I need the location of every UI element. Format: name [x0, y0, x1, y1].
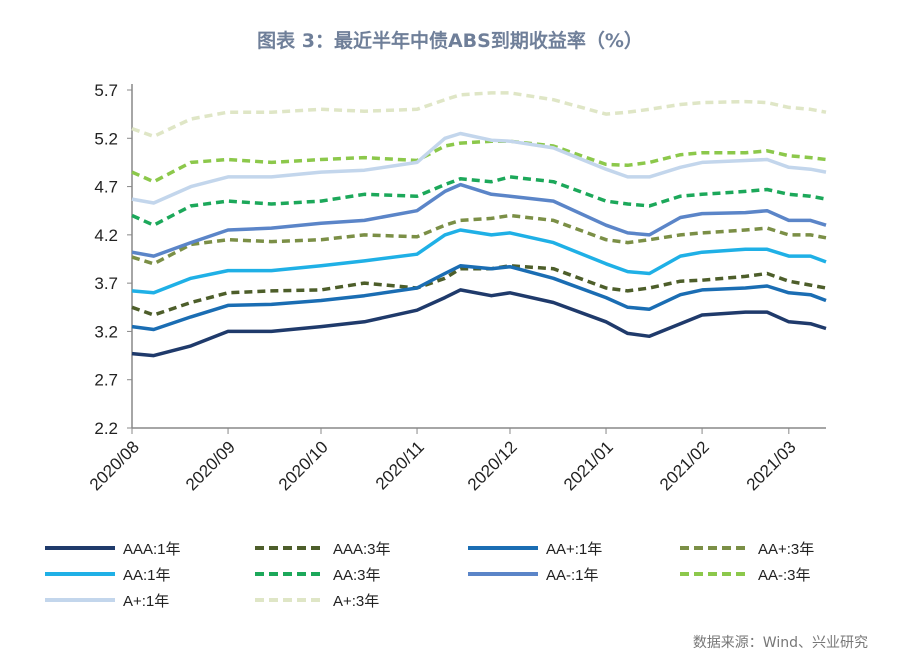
- x-tick-label: 2020/08: [86, 437, 143, 494]
- legend-label: AA+:3年: [758, 541, 814, 558]
- y-tick-label: 4.7: [94, 178, 118, 197]
- legend-label: AAA:3年: [333, 541, 391, 558]
- series-line-AA1: [131, 228, 827, 295]
- x-tick-label: 2020/09: [182, 437, 239, 494]
- series-line-AA-3: [131, 139, 827, 184]
- data-source: 数据来源：Wind、兴业研究: [692, 635, 868, 651]
- y-tick-label: 2.7: [94, 371, 118, 390]
- series-line-A+3: [131, 91, 827, 139]
- legend-label: AA:1年: [123, 567, 171, 584]
- x-tick-label: 2021/03: [743, 437, 800, 494]
- series-line-AA+3: [131, 213, 827, 266]
- y-tick-label: 5.7: [94, 81, 118, 100]
- series-line-AA3: [131, 175, 827, 227]
- x-tick-label: 2021/02: [656, 437, 713, 494]
- y-tick-label: 2.2: [94, 419, 118, 438]
- x-tick-label: 2020/12: [464, 437, 521, 494]
- chart-title: 图表 3：最近半年中债ABS到期收益率（%）: [257, 30, 643, 52]
- series-line-AA+1: [131, 264, 827, 332]
- legend-label: AA-:1年: [546, 567, 599, 584]
- legend-label: A+:1年: [123, 593, 169, 610]
- y-tick-label: 5.2: [94, 129, 118, 148]
- legend-label: A+:3年: [333, 593, 379, 610]
- y-tick-label: 3.2: [94, 322, 118, 341]
- legend-label: AA+:1年: [546, 541, 602, 558]
- legend-label: AA-:3年: [758, 567, 811, 584]
- legend-label: AA:3年: [333, 567, 381, 584]
- x-tick-label: 2020/10: [275, 437, 332, 494]
- x-tick-label: 2020/11: [372, 437, 428, 493]
- series-line-AAA1: [131, 288, 827, 358]
- y-tick-label: 4.2: [94, 226, 118, 245]
- legend-label: AAA:1年: [123, 541, 181, 558]
- y-tick-label: 3.7: [94, 274, 118, 293]
- series-line-A+1: [131, 131, 827, 205]
- series-line-AA-1: [131, 182, 827, 258]
- x-tick-label: 2021/01: [560, 437, 617, 494]
